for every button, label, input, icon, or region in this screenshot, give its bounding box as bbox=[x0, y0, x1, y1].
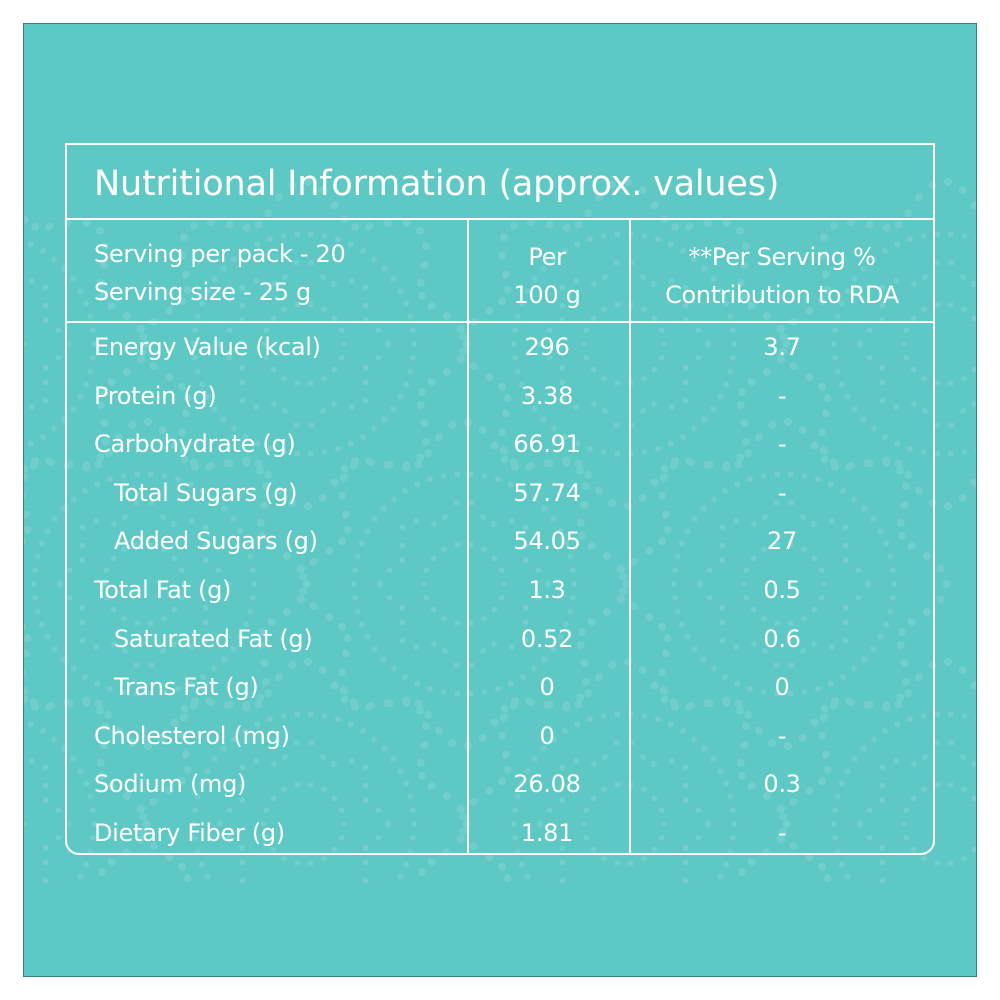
serving-info: Serving per pack - 20 Serving size - 25 … bbox=[94, 235, 346, 311]
nutrient-name: Dietary Fiber (g) bbox=[94, 818, 285, 847]
rda-value: 27 bbox=[767, 527, 797, 556]
table-row: Carbohydrate (g) 66.91 - bbox=[67, 420, 933, 469]
rda-value: - bbox=[777, 478, 787, 507]
decorative-dot-pattern bbox=[24, 178, 976, 884]
rda-value: 0.3 bbox=[763, 770, 801, 799]
nutrient-name: Carbohydrate (g) bbox=[94, 430, 296, 459]
header-rda-line2: Contribution to RDA bbox=[665, 281, 899, 309]
per-100g-value: 57.74 bbox=[513, 478, 581, 507]
header-rda: **Per Serving % Contribution to RDA bbox=[629, 238, 935, 314]
header-per-100g: Per 100 g bbox=[467, 238, 627, 314]
nutrient-name: Protein (g) bbox=[94, 381, 217, 410]
per-100g-value: 3.38 bbox=[520, 381, 574, 410]
nutrient-rows: Energy Value (kcal) 296 3.7 Protein (g) … bbox=[67, 323, 933, 858]
table-row: Total Sugars (g) 57.74 - bbox=[67, 469, 933, 518]
table-row: Cholesterol (mg) 0 - bbox=[67, 712, 933, 761]
serving-per-pack: Serving per pack - 20 bbox=[94, 240, 346, 268]
header-divider bbox=[67, 321, 933, 323]
per-100g-value: 296 bbox=[524, 333, 570, 361]
per-100g-value: 0 bbox=[539, 721, 555, 750]
nutrition-table: Nutritional Information (approx. values)… bbox=[65, 143, 935, 855]
table-row: Added Sugars (g) 54.05 27 bbox=[67, 517, 933, 566]
nutrition-panel: Nutritional Information (approx. values)… bbox=[23, 23, 977, 977]
serving-size: Serving size - 25 g bbox=[94, 278, 311, 306]
table-row: Dietary Fiber (g) 1.81 - bbox=[67, 809, 933, 858]
per-100g-value: 54.05 bbox=[513, 527, 581, 556]
table-row: Energy Value (kcal) 296 3.7 bbox=[67, 323, 933, 372]
table-row: Protein (g) 3.38 - bbox=[67, 372, 933, 421]
per-100g-value: 0 bbox=[539, 673, 555, 702]
table-row: Trans Fat (g) 0 0 bbox=[67, 663, 933, 712]
per-100g-value: 0.52 bbox=[520, 624, 574, 653]
rda-value: 3.7 bbox=[763, 333, 801, 361]
table-row: Saturated Fat (g) 0.52 0.6 bbox=[67, 615, 933, 664]
per-100g-value: 66.91 bbox=[513, 430, 581, 459]
nutrient-name: Saturated Fat (g) bbox=[114, 624, 313, 653]
rda-value: 0.6 bbox=[763, 624, 801, 653]
nutrient-name: Total Sugars (g) bbox=[114, 478, 298, 507]
header-per-100g-line2: 100 g bbox=[513, 281, 581, 309]
table-row: Sodium (mg) 26.08 0.3 bbox=[67, 760, 933, 809]
rda-value: 0.5 bbox=[763, 575, 801, 604]
rda-value: - bbox=[777, 818, 787, 847]
rda-value: - bbox=[777, 721, 787, 750]
header-per-100g-line1: Per bbox=[528, 243, 566, 271]
nutrient-name: Energy Value (kcal) bbox=[94, 333, 321, 361]
nutrient-name: Trans Fat (g) bbox=[114, 673, 259, 702]
table-title: Nutritional Information (approx. values) bbox=[67, 145, 933, 220]
rda-value: 0 bbox=[774, 673, 790, 702]
table-row: Total Fat (g) 1.3 0.5 bbox=[67, 566, 933, 615]
per-100g-value: 26.08 bbox=[513, 770, 581, 799]
column-divider-2 bbox=[629, 220, 631, 853]
per-100g-value: 1.81 bbox=[520, 818, 574, 847]
rda-value: - bbox=[777, 381, 787, 410]
nutrient-name: Sodium (mg) bbox=[94, 770, 247, 799]
nutrient-name: Cholesterol (mg) bbox=[94, 721, 290, 750]
column-divider-1 bbox=[467, 220, 469, 853]
nutrient-name: Added Sugars (g) bbox=[114, 527, 318, 556]
per-100g-value: 1.3 bbox=[528, 575, 566, 604]
nutrient-name: Total Fat (g) bbox=[94, 575, 232, 604]
header-rda-line1: **Per Serving % bbox=[688, 243, 876, 271]
rda-value: - bbox=[777, 430, 787, 459]
